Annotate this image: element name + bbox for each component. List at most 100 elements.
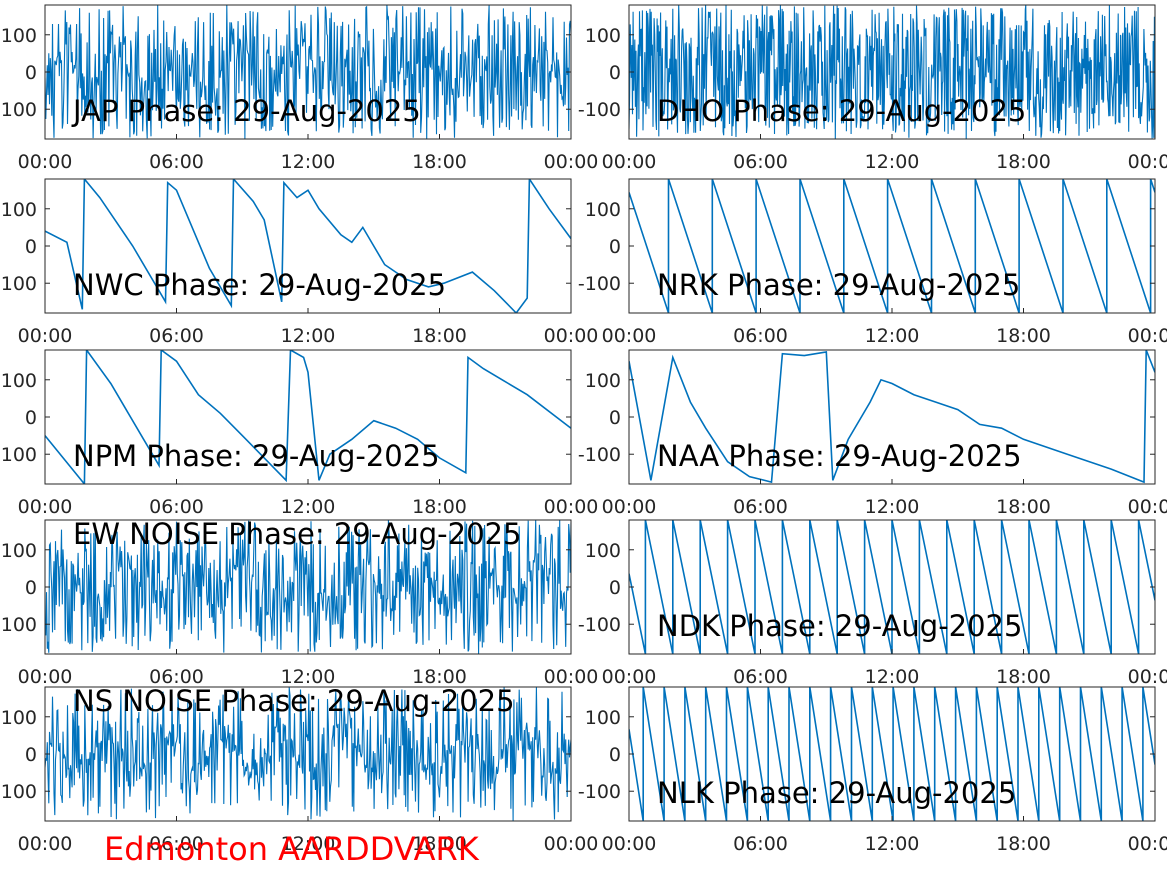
y-tick-label: 100 <box>1 781 37 803</box>
y-tick-label: 0 <box>609 407 621 429</box>
panel-ns: 100 0 100 00:00 06:00 12:00 18:00 00:00 NS NOISE… <box>1 684 599 855</box>
x-tick-label: 06:00 <box>149 325 204 347</box>
panel-dho: 100 0 -100 00:00 06:00 12:00 18:00 00:00 DHO Pha… <box>578 4 1167 173</box>
x-tick-label: 00:00 <box>544 151 599 173</box>
panel-title-nwc: NWC Phase: 29-Aug-2025 <box>73 268 446 302</box>
y-tick-label: 100 <box>1 199 37 221</box>
x-tick-label: 06:00 <box>149 833 204 855</box>
series-line-ns <box>45 687 571 821</box>
y-tick-label: 0 <box>25 236 37 258</box>
panel-jap: 100 0 100 00:00 06:00 12:00 18:00 00:00 JAP Phas… <box>1 4 599 173</box>
panel-nrk: 100 0 -100 00:00 06:00 12:00 18:00 00:00 NRK Pha… <box>578 178 1167 347</box>
x-tick-label: 06:00 <box>149 666 204 688</box>
y-tick-label: -100 <box>578 444 621 466</box>
y-tick-label: 100 <box>585 707 621 729</box>
y-tick-label: 100 <box>1 99 37 121</box>
x-tick-label: 00:00 <box>544 833 599 855</box>
x-tick-label: 00:00 <box>602 325 657 347</box>
x-tick-label: 18:00 <box>412 325 467 347</box>
x-tick-label: 00:00 <box>1128 151 1167 173</box>
y-tick-label: -100 <box>578 273 621 295</box>
x-tick-label: 00:00 <box>544 666 599 688</box>
panel-ew: 100 0 100 00:00 06:00 12:00 18:00 00:00 EW NOISE… <box>1 517 599 688</box>
panel-title-nrk: NRK Phase: 29-Aug-2025 <box>657 268 1020 302</box>
x-tick-label: 18:00 <box>412 666 467 688</box>
y-tick-label: -100 <box>578 614 621 636</box>
y-tick-label: -100 <box>578 781 621 803</box>
x-tick-label: 06:00 <box>733 325 788 347</box>
x-tick-label: 18:00 <box>412 496 467 518</box>
y-tick-label: 100 <box>1 25 37 47</box>
panel-title-npm: NPM Phase: 29-Aug-2025 <box>73 439 440 473</box>
x-tick-label: 06:00 <box>733 496 788 518</box>
x-tick-label: 12:00 <box>281 496 336 518</box>
panel-title-dho: DHO Phase: 29-Aug-2025 <box>657 94 1026 128</box>
series-line-naa <box>629 350 1155 484</box>
panel-nlk: 100 0 -100 00:00 06:00 12:00 18:00 00:00 NLK Pha… <box>578 686 1167 855</box>
x-tick-label: 00:00 <box>602 151 657 173</box>
x-tick-label: 12:00 <box>281 151 336 173</box>
series-line-jap <box>45 5 571 139</box>
x-tick-label: 00:00 <box>18 496 73 518</box>
series-line-npm <box>45 350 571 484</box>
y-tick-label: 0 <box>25 407 37 429</box>
panel-title-naa: NAA Phase: 29-Aug-2025 <box>657 439 1022 473</box>
panel-title-ew: EW NOISE Phase: 29-Aug-2025 <box>73 517 521 551</box>
x-tick-label: 12:00 <box>865 496 920 518</box>
panel-npm: 100 0 100 00:00 06:00 12:00 18:00 00:00 NPM Phas… <box>1 349 599 518</box>
x-tick-label: 12:00 <box>865 151 920 173</box>
y-tick-label: 0 <box>609 236 621 258</box>
x-tick-label: 12:00 <box>865 833 920 855</box>
y-tick-label: 100 <box>1 707 37 729</box>
panel-ndk: 100 0 -100 00:00 06:00 12:00 18:00 00:00 NDK Pha… <box>578 519 1167 688</box>
x-tick-label: 18:00 <box>996 833 1051 855</box>
x-tick-label: 00:00 <box>602 496 657 518</box>
x-tick-label: 18:00 <box>996 325 1051 347</box>
y-tick-label: 0 <box>25 577 37 599</box>
y-tick-label: -100 <box>578 99 621 121</box>
panel-title-jap: JAP Phase: 29-Aug-2025 <box>71 94 421 128</box>
series-line-ew <box>45 520 571 654</box>
y-tick-label: 100 <box>585 25 621 47</box>
x-tick-label: 18:00 <box>996 666 1051 688</box>
x-tick-label: 18:00 <box>412 833 467 855</box>
x-tick-label: 06:00 <box>733 666 788 688</box>
y-tick-label: 100 <box>1 273 37 295</box>
x-tick-label: 00:00 <box>544 496 599 518</box>
y-tick-label: 100 <box>1 540 37 562</box>
x-tick-label: 00:00 <box>18 325 73 347</box>
x-tick-label: 18:00 <box>996 151 1051 173</box>
x-tick-label: 06:00 <box>733 151 788 173</box>
x-tick-label: 06:00 <box>733 833 788 855</box>
y-tick-label: 100 <box>1 444 37 466</box>
panel-nwc: 100 0 100 00:00 06:00 12:00 18:00 00:00 NWC Phas… <box>1 178 598 347</box>
x-tick-label: 00:00 <box>18 151 73 173</box>
panel-naa: 100 0 -100 00:00 06:00 12:00 18:00 00:00 NAA Pha… <box>578 349 1167 518</box>
y-tick-label: 0 <box>609 577 621 599</box>
x-tick-label: 12:00 <box>281 833 336 855</box>
y-tick-label: 0 <box>25 62 37 84</box>
x-tick-label: 12:00 <box>281 666 336 688</box>
panel-title-nlk: NLK Phase: 29-Aug-2025 <box>657 776 1016 810</box>
x-tick-label: 00:00 <box>1128 496 1167 518</box>
y-tick-label: 0 <box>25 744 37 766</box>
x-tick-label: 12:00 <box>865 325 920 347</box>
x-tick-label: 06:00 <box>149 496 204 518</box>
figure-caption: Edmonton AARDDVARK <box>104 830 480 868</box>
y-tick-label: 100 <box>1 370 37 392</box>
x-tick-label: 18:00 <box>412 151 467 173</box>
x-tick-label: 00:00 <box>1128 325 1167 347</box>
x-tick-label: 00:00 <box>602 833 657 855</box>
x-tick-label: 00:00 <box>18 666 73 688</box>
x-tick-label: 00:00 <box>18 833 73 855</box>
x-tick-label: 12:00 <box>281 325 336 347</box>
y-tick-label: 0 <box>609 62 621 84</box>
x-tick-label: 00:00 <box>602 666 657 688</box>
x-tick-label: 12:00 <box>865 666 920 688</box>
y-tick-label: 100 <box>585 370 621 392</box>
y-tick-label: 0 <box>609 744 621 766</box>
series-line-dho <box>629 5 1155 139</box>
x-tick-label: 06:00 <box>149 151 204 173</box>
panel-title-ndk: NDK Phase: 29-Aug-2025 <box>657 609 1022 643</box>
